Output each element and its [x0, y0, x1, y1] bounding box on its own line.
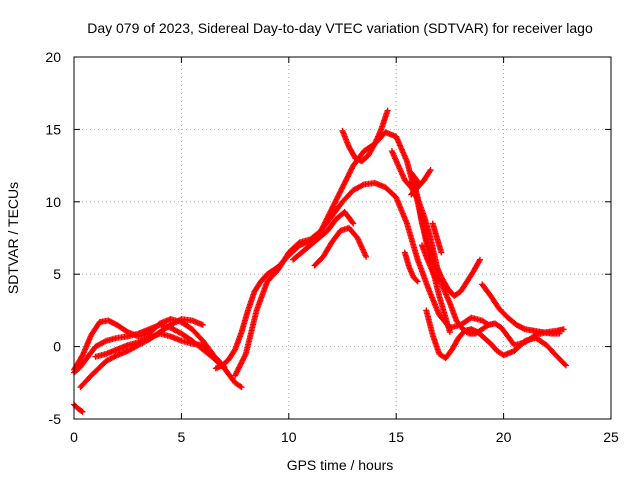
x-tick-label: 5 [178, 429, 186, 445]
y-tick-label: 20 [45, 49, 61, 65]
data-marker [359, 182, 366, 189]
axis-ticks: 0 5 10 15 20 25 -5 0 5 10 15 20 [45, 49, 619, 445]
data-point [427, 166, 434, 173]
data-point [556, 330, 563, 337]
data-marker [237, 383, 244, 390]
data-marker [101, 338, 108, 345]
data-point [384, 107, 391, 114]
data-point [199, 321, 206, 328]
data-marker [112, 353, 119, 360]
y-axis-label: SDTVAR / TECUs [5, 182, 21, 294]
data-point [446, 329, 453, 336]
data-marker [435, 277, 442, 284]
data-marker [78, 408, 85, 415]
x-tick-label: 0 [70, 429, 78, 445]
data-marker [415, 180, 422, 187]
y-tick-label: 10 [45, 194, 61, 210]
x-axis-label: GPS time / hours [287, 457, 394, 473]
data-marker [426, 168, 433, 175]
data-marker [413, 277, 420, 284]
data-point [562, 362, 569, 369]
data-point [416, 181, 423, 188]
data-point [560, 326, 567, 333]
data-point [79, 408, 86, 415]
data-marker [476, 258, 483, 265]
data-point [414, 278, 421, 285]
y-tick-label: 0 [53, 339, 61, 355]
data-marker [205, 346, 212, 353]
x-tick-label: 25 [603, 429, 619, 445]
y-tick-label: 5 [53, 266, 61, 282]
data-marker [349, 219, 356, 226]
x-tick-label: 15 [388, 429, 404, 445]
data-point [476, 256, 483, 263]
data-point [438, 249, 445, 256]
y-tick-label: 15 [45, 121, 61, 137]
x-tick-label: 10 [281, 429, 297, 445]
data-point [363, 253, 370, 260]
data-point [350, 220, 357, 227]
data-markers [71, 107, 569, 415]
data-marker [231, 347, 238, 354]
data-marker [561, 361, 568, 368]
data-point [436, 278, 443, 285]
data-point [238, 384, 245, 391]
x-tick-label: 20 [496, 429, 512, 445]
data-point [206, 347, 213, 354]
y-tick-label: -5 [49, 411, 62, 427]
chart-title: Day 079 of 2023, Sidereal Day-to-day VTE… [87, 20, 593, 36]
grid-lines [74, 57, 611, 419]
plot-frame [73, 56, 612, 420]
